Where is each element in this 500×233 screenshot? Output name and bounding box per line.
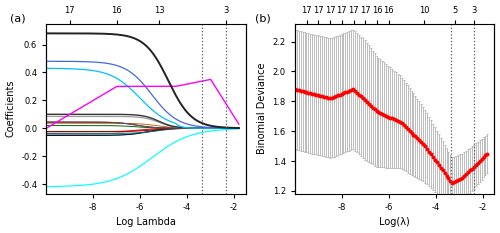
X-axis label: Log(λ): Log(λ) (380, 217, 410, 227)
Y-axis label: Coefficients: Coefficients (6, 80, 16, 137)
X-axis label: Log Lambda: Log Lambda (116, 217, 176, 227)
Text: (b): (b) (255, 13, 270, 23)
Text: (a): (a) (10, 13, 26, 23)
Y-axis label: Binomial Deviance: Binomial Deviance (257, 63, 267, 154)
